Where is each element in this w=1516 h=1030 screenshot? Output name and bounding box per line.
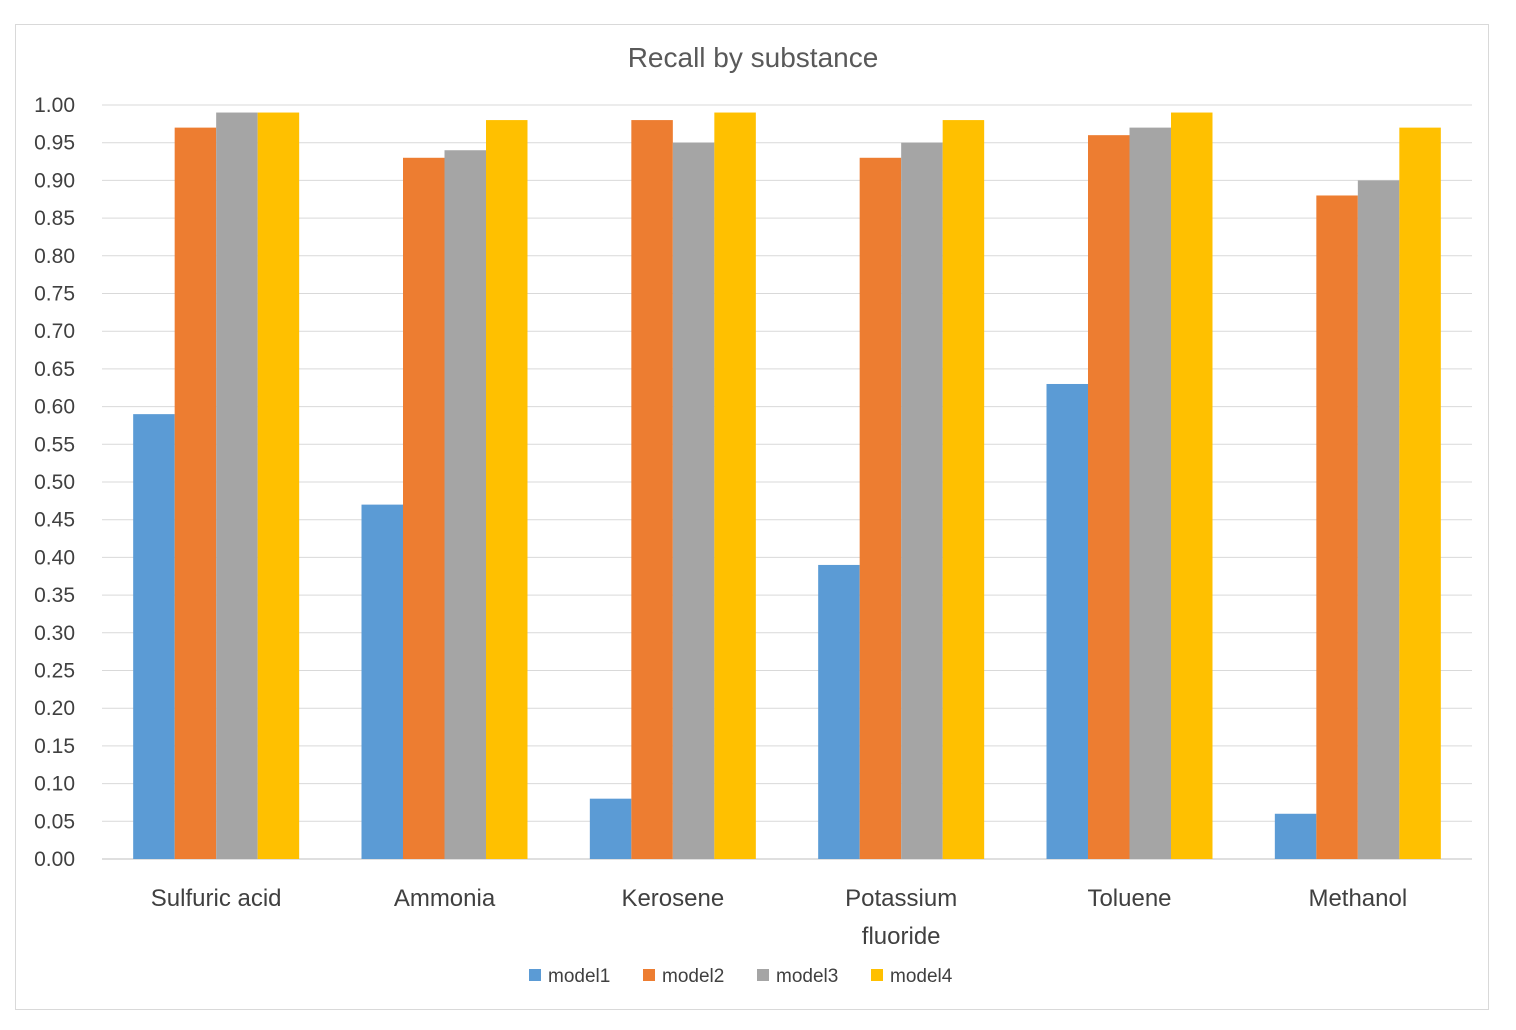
- x-tick-label: Sulfuric acid: [151, 885, 282, 912]
- bar-model2: [403, 157, 445, 859]
- legend-label-model3: model3: [776, 966, 838, 987]
- x-tick-label: Ammonia: [394, 885, 496, 912]
- bar-model3: [1357, 180, 1400, 859]
- bars: [133, 112, 1441, 860]
- chart-title: Recall by substance: [628, 42, 879, 73]
- y-tick-label: 0.40: [34, 546, 75, 569]
- x-axis-ticks: Sulfuric acid Ammonia Kerosene Potassium flu…: [151, 885, 1407, 950]
- bar-model1: [818, 564, 860, 859]
- legend-swatch-model1: [529, 969, 541, 981]
- legend: model1 model2 model3 model4: [529, 966, 953, 987]
- y-tick-label: 0.00: [34, 848, 75, 871]
- y-tick-label: 0.85: [34, 207, 75, 230]
- bar-model3: [1129, 127, 1171, 860]
- x-tick-label: Potassium fluoride: [845, 885, 957, 950]
- bar-model1: [361, 504, 403, 859]
- y-tick-label: 0.30: [34, 622, 75, 645]
- bar-model1: [1274, 813, 1317, 859]
- y-tick-label: 0.55: [34, 433, 75, 456]
- y-tick-label: 0.15: [34, 735, 75, 758]
- bar-model2: [1316, 195, 1358, 860]
- bar-model2: [174, 127, 217, 860]
- bar-model1: [1046, 383, 1088, 859]
- x-tick-label: Kerosene: [621, 885, 724, 912]
- y-tick-label: 0.10: [34, 773, 75, 796]
- bar-model3: [672, 142, 715, 859]
- legend-swatch-model3: [757, 969, 769, 981]
- y-tick-label: 0.45: [34, 509, 75, 532]
- bar-model4: [714, 112, 756, 860]
- y-tick-label: 0.80: [34, 245, 75, 268]
- bar-model4: [1399, 127, 1441, 860]
- y-tick-label: 0.95: [34, 132, 75, 155]
- y-tick-label: 0.60: [34, 396, 75, 419]
- y-tick-label: 0.05: [34, 810, 75, 833]
- legend-swatch-model2: [643, 969, 655, 981]
- y-tick-label: 0.25: [34, 660, 75, 683]
- bar-model3: [444, 150, 486, 859]
- y-tick-label: 0.65: [34, 358, 75, 381]
- legend-label-model2: model2: [662, 966, 724, 987]
- bar-model3: [901, 142, 943, 859]
- y-tick-label: 0.50: [34, 471, 75, 494]
- bar-model4: [486, 120, 528, 859]
- chart-area: Recall by substance 0.00 0.05 0.10 0.15 0.20…: [15, 24, 1489, 1010]
- bar-model1: [589, 798, 632, 859]
- bar-model2: [1088, 135, 1130, 859]
- y-tick-label: 0.20: [34, 697, 75, 720]
- y-tick-label: 1.00: [34, 94, 75, 117]
- x-tick-label: Toluene: [1087, 885, 1171, 912]
- bar-model4: [257, 112, 300, 860]
- y-tick-label: 0.70: [34, 320, 75, 343]
- bar-model2: [859, 157, 902, 859]
- bar-model1: [133, 414, 175, 859]
- legend-swatch-model4: [871, 969, 883, 981]
- bar-model4: [942, 120, 985, 859]
- gridlines: [102, 104, 1472, 860]
- bar-model2: [631, 120, 673, 859]
- legend-label-model1: model1: [548, 966, 610, 987]
- bar-chart: Recall by substance 0.00 0.05 0.10 0.15 0.20…: [34, 42, 1472, 987]
- legend-label-model4: model4: [890, 966, 953, 987]
- bar-model3: [216, 112, 258, 860]
- y-tick-label: 0.90: [34, 169, 75, 192]
- y-tick-label: 0.75: [34, 283, 75, 306]
- bar-model4: [1171, 112, 1213, 860]
- y-tick-label: 0.35: [34, 584, 75, 607]
- x-tick-label: Methanol: [1308, 885, 1407, 912]
- y-axis-ticks: 0.00 0.05 0.10 0.15 0.20 0.25 0.30 0.35 0.40 0.45…: [34, 94, 75, 871]
